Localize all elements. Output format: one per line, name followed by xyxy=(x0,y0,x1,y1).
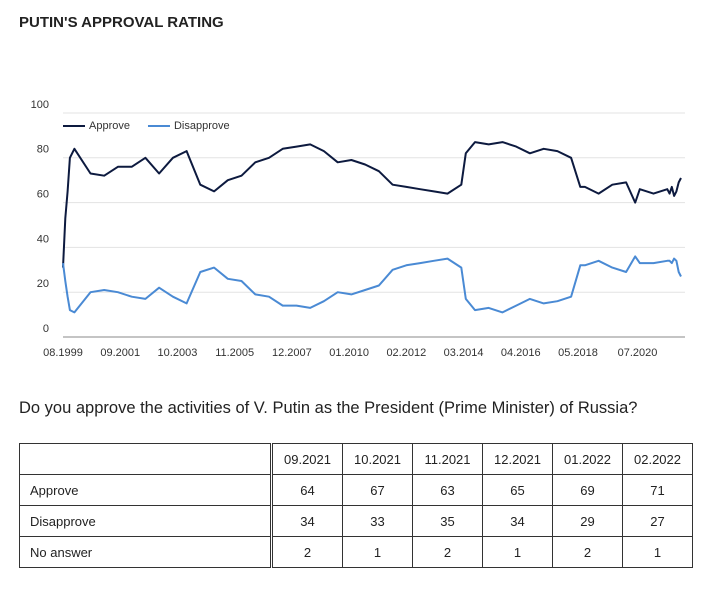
table-cell: 35 xyxy=(412,505,483,537)
line xyxy=(62,255,682,314)
chart: 0 20 40 60 80 100 08.1999 09.2001 10.2003 11.2005… xyxy=(31,99,685,359)
table-cell: 34 xyxy=(271,505,343,537)
x-tick-label: 08.1999 xyxy=(43,347,83,359)
x-tick-label: 03.2014 xyxy=(444,347,484,359)
x-tick-label: 01.2010 xyxy=(329,347,369,359)
x-tick-label: 02.2012 xyxy=(386,347,426,359)
table-cell: 2 xyxy=(412,536,483,568)
x-tick-label: 12.2007 xyxy=(272,347,312,359)
table-cell: 69 xyxy=(552,474,623,506)
y-tick-label: 100 xyxy=(31,99,49,111)
table-row: Disapprove 34 33 35 34 29 27 xyxy=(19,505,693,537)
y-tick-label: 40 xyxy=(37,233,49,245)
legend-label: Disapprove xyxy=(174,120,230,132)
table-cell: Approve xyxy=(19,474,273,506)
y-tick-label: 0 xyxy=(43,323,49,335)
table-cell: 65 xyxy=(482,474,553,506)
table-cell: 67 xyxy=(342,474,413,506)
table-cell: 1 xyxy=(342,536,413,568)
table-row: No answer 2 1 2 1 2 1 xyxy=(19,536,693,568)
table-cell: 63 xyxy=(412,474,483,506)
x-tick-label: 07.2020 xyxy=(618,347,658,359)
x-tick-label: 10.2003 xyxy=(158,347,198,359)
table-cell: 11.2021 xyxy=(412,443,483,475)
table-cell: 34 xyxy=(482,505,553,537)
table-cell: 12.2021 xyxy=(482,443,553,475)
table-cell: 64 xyxy=(271,474,343,506)
table-header: 09.2021 10.2021 11.2021 12.2021 01.2022 02.20… xyxy=(19,443,693,475)
table-cell: 02.2022 xyxy=(622,443,693,475)
table-cell: 10.2021 xyxy=(342,443,413,475)
line xyxy=(62,141,682,268)
table-cell: 33 xyxy=(342,505,413,537)
chart-title: PUTIN'S APPROVAL RATING xyxy=(19,14,224,31)
table-cell: No answer xyxy=(19,536,273,568)
y-tick-label: 60 xyxy=(37,189,49,201)
x-tick-label: 05.2018 xyxy=(558,347,598,359)
table-cell: 01.2022 xyxy=(552,443,623,475)
table-cell: 27 xyxy=(622,505,693,537)
table-cell: 71 xyxy=(622,474,693,506)
table-row: Approve 64 67 63 65 69 71 xyxy=(19,474,693,506)
table-cell: 29 xyxy=(552,505,623,537)
question: Do you approve the activities of V. Puti… xyxy=(19,399,638,417)
x-tick-label: 09.2001 xyxy=(100,347,140,359)
table-cell: 09.2021 xyxy=(271,443,343,475)
y-tick-label: 80 xyxy=(37,144,49,156)
table-cell: 1 xyxy=(482,536,553,568)
x-tick-label: 11.2005 xyxy=(215,347,254,359)
table-cell: 2 xyxy=(552,536,623,568)
table-cell: Disapprove xyxy=(19,505,273,537)
table-cell xyxy=(19,443,273,475)
legend-label: Approve xyxy=(89,120,130,132)
table-cell: 2 xyxy=(271,536,343,568)
x-tick-label: 04.2016 xyxy=(501,347,541,359)
table-cell: 1 xyxy=(622,536,693,568)
table: 09.2021 10.2021 11.2021 12.2021 01.2022 02.20… xyxy=(19,443,693,568)
y-tick-label: 20 xyxy=(37,278,49,290)
